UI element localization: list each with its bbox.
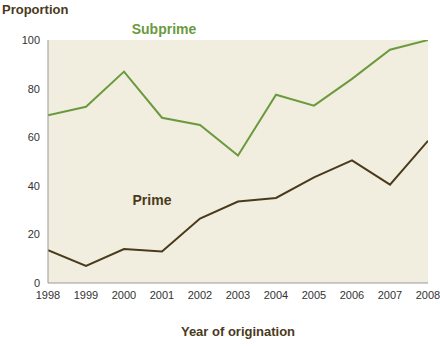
svg-text:2006: 2006 [340,289,364,301]
svg-text:Year of origination: Year of origination [181,324,295,339]
svg-text:2007: 2007 [378,289,402,301]
svg-text:0: 0 [34,277,40,289]
svg-text:60: 60 [28,131,40,143]
svg-text:2005: 2005 [302,289,326,301]
svg-text:20: 20 [28,228,40,240]
svg-text:40: 40 [28,180,40,192]
svg-text:1998: 1998 [36,289,60,301]
html-text:Proportion: Proportion [2,2,69,17]
svg-text:2001: 2001 [150,289,174,301]
svg-text:Subprime: Subprime [132,21,197,37]
svg-text:1999: 1999 [74,289,98,301]
svg-text:2004: 2004 [264,289,288,301]
svg-text:80: 80 [28,83,40,95]
svg-text:2000: 2000 [112,289,136,301]
svg-text:2008: 2008 [416,289,432,301]
svg-text:2002: 2002 [188,289,212,301]
svg-text:100: 100 [22,34,40,46]
svg-text:2003: 2003 [226,289,250,301]
svg-text:Prime: Prime [133,192,172,208]
